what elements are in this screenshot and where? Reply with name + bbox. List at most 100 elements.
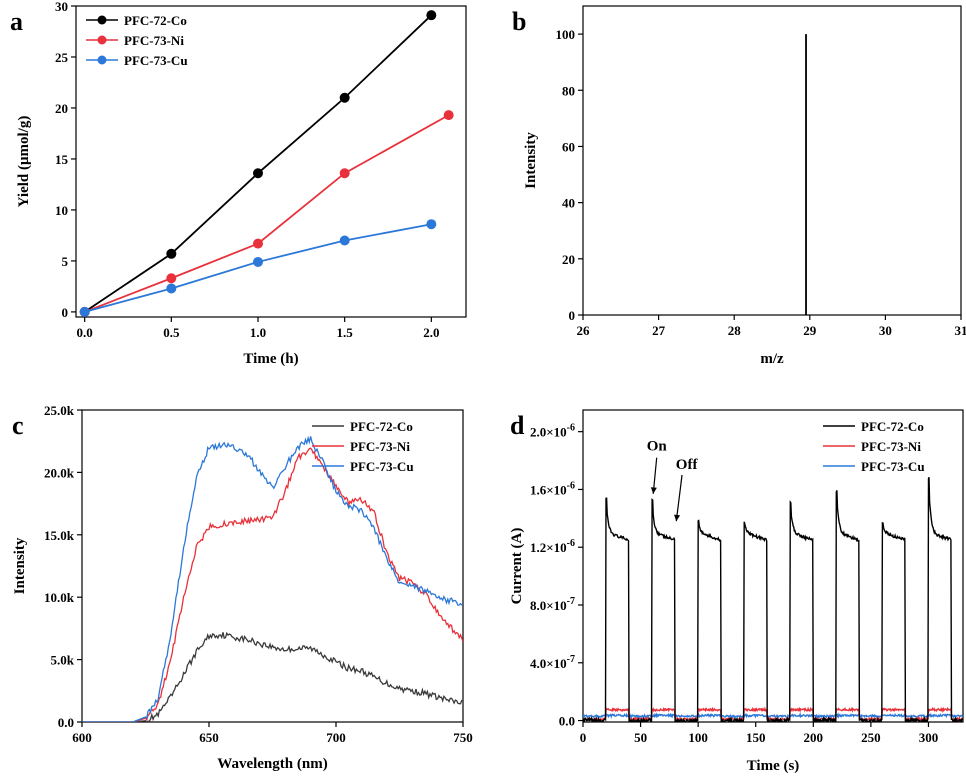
y-tick-exponent: -6 <box>567 538 575 549</box>
panel-label: d <box>510 411 525 440</box>
x-tick-label: 150 <box>746 730 766 745</box>
y-tick-label: 20.0k <box>44 465 75 480</box>
legend-label: PFC-72-Co <box>350 419 413 434</box>
x-tick-label: 50 <box>634 730 647 745</box>
data-point <box>426 219 437 230</box>
panel-c: c 600 650 700 750 0.0 5.0k 10.0k 15.0k 20.0k 25.0k… <box>12 403 473 772</box>
panel-label: b <box>512 7 526 36</box>
current-trace <box>583 477 963 722</box>
annotation-off: Off <box>676 457 699 473</box>
y-axis-label: Current (A) <box>509 528 525 605</box>
x-tick-label: 700 <box>326 730 346 745</box>
x-tick-label: 2.0 <box>423 325 439 340</box>
y-tick-base: 1.6×10 <box>530 482 567 497</box>
data-point <box>253 256 263 267</box>
arrow-head <box>674 514 681 522</box>
panel-d: d0 50 100 150 200 250 3000.04.0×10-78.0×10-71.… <box>509 409 964 774</box>
x-tick-label: 300 <box>919 730 939 745</box>
y-tick-exponent: -7 <box>567 596 575 607</box>
legend-marker <box>97 15 107 25</box>
x-tick-label: 600 <box>72 730 92 745</box>
y-tick-label: 5 <box>62 254 69 269</box>
x-tick-label: 27 <box>652 323 666 338</box>
legend-label: PFC-72-Co <box>124 13 187 28</box>
y-axis-label: Intensity <box>12 537 28 594</box>
y-tick-label: 80 <box>562 83 575 98</box>
y-tick-label: 10 <box>55 203 68 218</box>
y-tick-label: 1.2×10-6 <box>530 538 575 555</box>
y-tick-label: 1.6×10-6 <box>530 480 575 497</box>
y-tick-base: 0.0 <box>559 714 575 729</box>
y-tick-label: 0.0 <box>559 714 575 729</box>
current-trace <box>583 712 963 720</box>
spectrum-line <box>82 435 463 722</box>
x-tick-label: 31 <box>955 323 966 338</box>
x-tick-label: 0 <box>580 730 587 745</box>
y-tick-label: 25 <box>55 50 69 65</box>
y-tick-label: 100 <box>556 27 576 42</box>
x-tick-label: 26 <box>577 323 591 338</box>
data-point <box>166 283 177 294</box>
x-axis-label: Time (h) <box>243 351 298 367</box>
data-point <box>339 92 350 103</box>
data-point <box>426 10 437 21</box>
data-point <box>339 235 350 246</box>
y-tick-exponent: -7 <box>567 654 575 665</box>
legend-label: PFC-73-Ni <box>124 33 184 48</box>
y-tick-label: 2.0×10-6 <box>530 423 575 440</box>
x-tick-label: 29 <box>803 323 817 338</box>
y-axis-label: Intensity <box>523 132 539 189</box>
y-tick-label: 15.0k <box>44 528 75 543</box>
x-axis-label: Time (s) <box>747 758 800 774</box>
x-tick-label: 0.5 <box>163 325 180 340</box>
annotation-on: On <box>647 438 668 454</box>
plot-frame <box>582 5 962 316</box>
y-tick-base: 1.2×10 <box>530 540 567 555</box>
x-tick-label: 1.0 <box>250 325 266 340</box>
y-tick-label: 0.0 <box>58 715 74 730</box>
data-point <box>166 273 177 284</box>
y-tick-label: 60 <box>562 139 575 154</box>
spectrum-line <box>82 631 463 722</box>
y-tick-label: 8.0×10-7 <box>530 596 575 613</box>
arrow-off <box>675 474 683 522</box>
y-tick-base: 2.0×10 <box>530 425 567 440</box>
plot-frame <box>81 409 464 723</box>
legend-label: PFC-73-Cu <box>124 53 188 68</box>
y-tick-exponent: -6 <box>567 423 575 434</box>
data-point <box>79 306 90 317</box>
x-axis-label: Wavelength (nm) <box>217 756 327 772</box>
x-tick-label: 30 <box>879 323 892 338</box>
x-tick-label: 100 <box>688 730 708 745</box>
panel-label: a <box>10 7 23 36</box>
x-axis-label: m/z <box>760 351 784 367</box>
y-tick-label: 20 <box>55 101 68 116</box>
y-axis-label: Yield (μmol/g) <box>16 116 32 208</box>
data-point <box>339 168 350 179</box>
data-point <box>443 110 454 121</box>
legend-label: PFC-73-Ni <box>861 439 921 454</box>
y-tick-label: 20 <box>562 252 575 267</box>
y-tick-label: 0 <box>62 305 69 320</box>
x-tick-label: 28 <box>728 323 742 338</box>
data-point <box>166 248 177 259</box>
y-tick-label: 0 <box>569 308 576 323</box>
y-tick-label: 40 <box>562 196 575 211</box>
panel-a: a 0.0 0.5 1.0 1.5 2.0 0 5 10 15 20 25 30 Time (h) Yiel… <box>10 0 467 367</box>
spectrum-line <box>82 447 463 722</box>
x-tick-label: 750 <box>453 730 473 745</box>
panel-b: b 26 27 28 29 30 31 0 20 40 60 80 100 m/z Intensity <box>512 5 966 367</box>
series-line <box>84 223 432 313</box>
plot-frame <box>75 5 467 318</box>
y-tick-base: 4.0×10 <box>530 656 567 671</box>
x-tick-label: 200 <box>804 730 824 745</box>
y-tick-exponent: -6 <box>567 480 575 491</box>
plot-frame <box>582 409 964 723</box>
panel-label: c <box>12 411 24 440</box>
data-point <box>253 168 263 179</box>
x-tick-label: 0.0 <box>77 325 93 340</box>
legend-label: PFC-72-Co <box>861 419 924 434</box>
arrow-head <box>650 487 657 494</box>
y-tick-label: 25.0k <box>44 403 75 418</box>
